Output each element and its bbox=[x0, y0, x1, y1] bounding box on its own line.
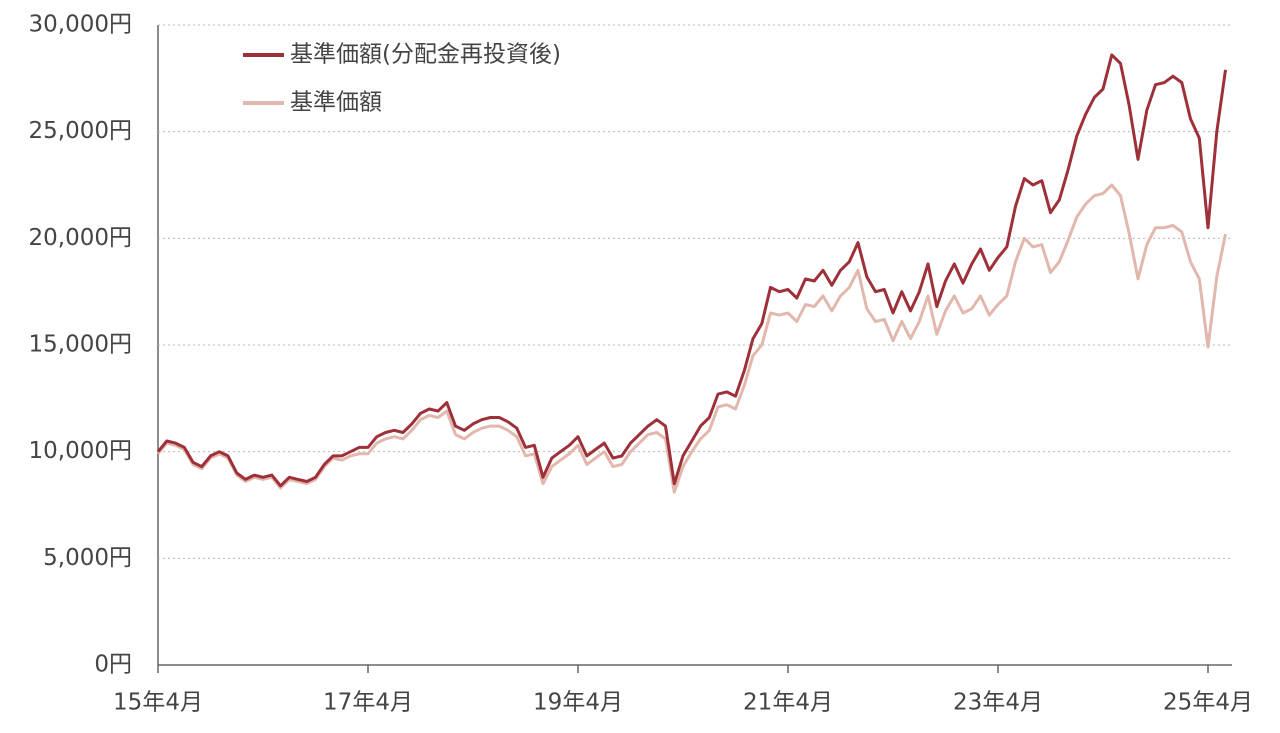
x-tick-label: 23年4月 bbox=[953, 690, 1043, 716]
y-tick-label: 5,000円 bbox=[43, 545, 132, 571]
y-tick-label: 20,000円 bbox=[29, 225, 132, 251]
series-line bbox=[156, 53, 1227, 488]
x-tick-label: 17年4月 bbox=[323, 690, 413, 716]
y-tick-label: 0円 bbox=[94, 652, 132, 678]
x-tick-label: 25年4月 bbox=[1163, 690, 1253, 716]
x-tick-label: 21年4月 bbox=[743, 690, 833, 716]
legend-label: 基準価額 bbox=[290, 90, 382, 116]
y-tick-label: 15,000円 bbox=[29, 332, 132, 358]
series-line bbox=[156, 183, 1227, 494]
x-tick-label: 19年4月 bbox=[533, 690, 623, 716]
y-tick-label: 25,000円 bbox=[29, 118, 132, 144]
y-tick-label: 10,000円 bbox=[29, 438, 132, 464]
y-tick-label: 30,000円 bbox=[29, 12, 132, 38]
legend-label: 基準価額(分配金再投資後) bbox=[290, 42, 561, 68]
x-tick-label: 15年4月 bbox=[113, 690, 203, 716]
